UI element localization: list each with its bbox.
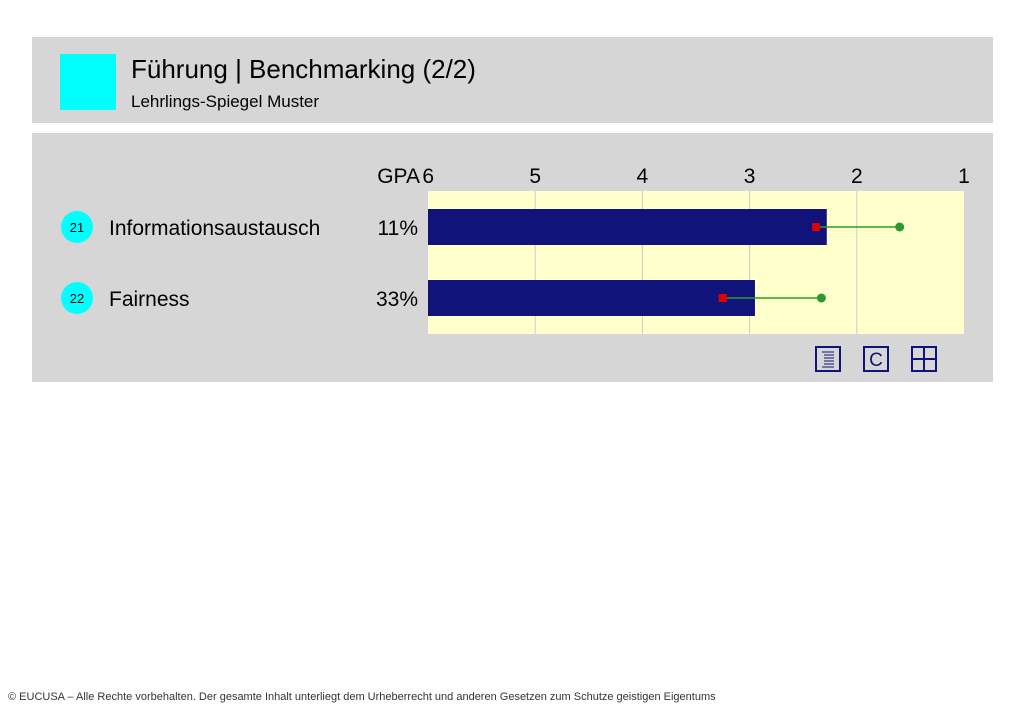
row-number: 21 bbox=[70, 220, 84, 235]
axis-ticks: 6 5 4 3 2 1 GPA bbox=[377, 165, 970, 188]
chart-row: 22 Fairness 33% bbox=[61, 280, 826, 316]
axis-tick-label: 5 bbox=[529, 165, 541, 188]
axis-tick-label: 4 bbox=[637, 165, 649, 188]
header-band: Führung | Benchmarking (2/2) Lehrlings-S… bbox=[32, 37, 993, 123]
row-number-badge bbox=[61, 211, 93, 243]
list-icon[interactable] bbox=[815, 346, 841, 372]
page-title: Führung | Benchmarking (2/2) bbox=[131, 54, 476, 84]
red-marker bbox=[812, 223, 821, 231]
page-subtitle: Lehrlings-Spiegel Muster bbox=[131, 92, 320, 111]
chart-rows: 21 Informationsaustausch 11% 22 Fairness 33% bbox=[61, 209, 905, 316]
row-number: 22 bbox=[70, 291, 84, 306]
c-icon-label: C bbox=[869, 350, 883, 371]
copyright-footer: © EUCUSA – Alle Rechte vorbehalten. Der … bbox=[8, 691, 716, 703]
axis-tick-label: 6 bbox=[422, 165, 434, 188]
bar bbox=[428, 280, 755, 316]
axis-tick-label: 3 bbox=[744, 165, 756, 188]
chart-row: 21 Informationsaustausch 11% bbox=[61, 209, 905, 245]
row-number-badge bbox=[61, 282, 93, 314]
green-marker bbox=[895, 222, 905, 232]
row-label: Informationsaustausch bbox=[109, 217, 320, 240]
row-percent: 33% bbox=[376, 288, 418, 311]
axis-tick-label: 1 bbox=[958, 165, 970, 188]
red-marker bbox=[718, 294, 727, 302]
axis-prefix-label: GPA bbox=[377, 165, 420, 188]
chart-panel: 6 5 4 3 2 1 GPA 21 Informationsaustausch 11% 22 Fa… bbox=[32, 133, 993, 382]
bar bbox=[428, 209, 827, 245]
row-label: Fairness bbox=[109, 288, 190, 311]
grid-icon[interactable] bbox=[911, 346, 937, 372]
axis-tick-label: 2 bbox=[851, 165, 863, 188]
c-icon[interactable]: C bbox=[863, 346, 889, 372]
header-accent-square bbox=[60, 54, 116, 110]
row-percent: 11% bbox=[378, 217, 418, 240]
green-marker bbox=[816, 293, 826, 303]
